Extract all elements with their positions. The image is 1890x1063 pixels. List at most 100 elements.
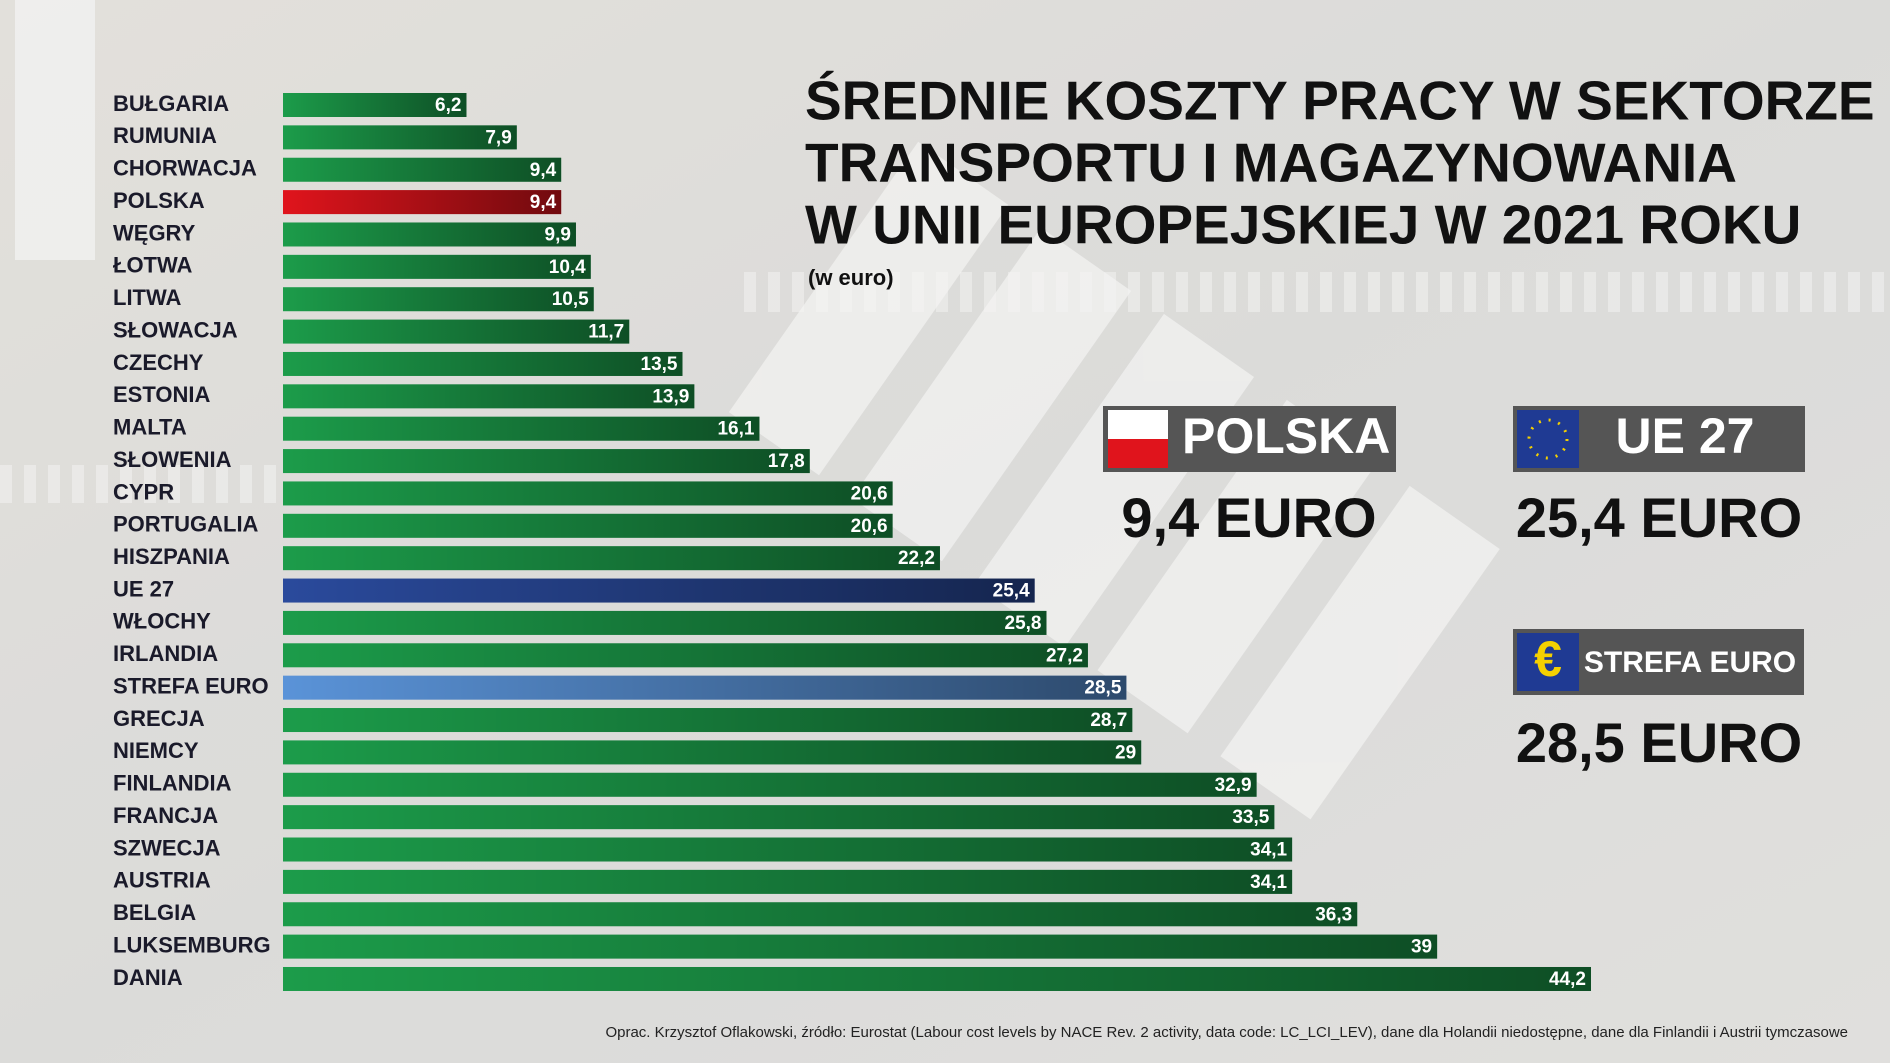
bar-shade (283, 222, 576, 247)
category-label: MALTA (113, 415, 187, 440)
value-label: 10,4 (549, 257, 586, 278)
bar-shade (283, 319, 630, 344)
title-line: W UNII EUROPEJSKIEJ W 2021 ROKU (805, 194, 1801, 256)
flag-pl (1108, 410, 1168, 439)
value-label: 39 (1411, 937, 1432, 958)
value-label: 13,9 (652, 386, 689, 407)
euro-sign: € (1534, 631, 1562, 687)
bar-shade (283, 351, 683, 376)
category-label: ESTONIA (113, 382, 211, 407)
panel-label: POLSKA (1182, 408, 1390, 464)
bar-shade (283, 869, 1293, 894)
category-label: RUMUNIA (113, 123, 217, 148)
category-label: BUŁGARIA (113, 91, 229, 116)
category-label: SZWECJA (113, 835, 221, 860)
category-label: CYPR (113, 479, 174, 504)
bar-shade (283, 675, 1127, 700)
value-label: 11,7 (588, 322, 624, 343)
category-label: DANIA (113, 965, 183, 990)
value-label: 17,8 (768, 451, 805, 472)
value-label: 22,2 (898, 548, 935, 569)
source-note: Oprac. Krzysztof Oflakowski, źródło: Eur… (605, 1024, 1848, 1041)
value-label: 20,6 (851, 483, 888, 504)
category-label: SŁOWENIA (113, 447, 232, 472)
bar-shade (283, 805, 1275, 830)
value-label: 36,3 (1315, 904, 1352, 925)
value-label: 6,2 (435, 95, 461, 116)
flag-eu-stars (1527, 418, 1569, 460)
value-label: 20,6 (851, 516, 888, 537)
truck (15, 0, 95, 260)
bar-shade (283, 966, 1591, 991)
value-label: 34,1 (1250, 840, 1287, 861)
value-label: 25,4 (993, 581, 1030, 602)
category-label: POLSKA (113, 188, 205, 213)
bar-shade (283, 384, 695, 409)
category-label: WĘGRY (113, 220, 196, 245)
panel-value: 25,4 EURO (1516, 486, 1802, 549)
bar-shade (283, 934, 1438, 959)
value-label: 9,4 (530, 192, 557, 213)
bar-shade (283, 449, 810, 474)
category-label: LITWA (113, 285, 182, 310)
panel-label: STREFA EURO (1584, 646, 1796, 679)
category-label: HISZPANIA (113, 544, 230, 569)
bar-shade (283, 643, 1088, 668)
value-label: 44,2 (1549, 969, 1586, 990)
euro-icon (1517, 633, 1579, 691)
category-label: STREFA EURO (113, 673, 269, 698)
title-line: ŚREDNIE KOSZTY PRACY W SEKTORZE (805, 70, 1875, 132)
bar-shade (283, 287, 594, 312)
bar-shade (283, 837, 1293, 862)
value-label: 9,9 (545, 224, 571, 245)
panel-label: UE 27 (1616, 408, 1755, 464)
value-label: 13,5 (641, 354, 678, 375)
category-label: LUKSEMBURG (113, 932, 271, 957)
value-label: 32,9 (1215, 775, 1252, 796)
category-label: PORTUGALIA (113, 512, 259, 537)
subtitle: (w euro) (808, 265, 894, 290)
title-line: TRANSPORTU I MAGAZYNOWANIA (805, 132, 1737, 194)
category-label: BELGIA (113, 900, 196, 925)
category-label: NIEMCY (113, 738, 199, 763)
road-marking (0, 465, 280, 503)
value-label: 33,5 (1232, 807, 1269, 828)
bar-shade (283, 708, 1133, 733)
category-label: UE 27 (113, 576, 174, 601)
category-label: WŁOCHY (113, 609, 211, 634)
value-label: 28,7 (1090, 710, 1127, 731)
panel-value: 9,4 EURO (1121, 486, 1376, 549)
value-label: 7,9 (485, 127, 511, 148)
value-label: 34,1 (1250, 872, 1287, 893)
bar-shade (283, 93, 467, 117)
category-label: ŁOTWA (113, 253, 193, 278)
value-label: 16,1 (717, 419, 754, 440)
category-label: AUSTRIA (113, 868, 211, 893)
category-label: CHORWACJA (113, 156, 257, 181)
category-label: GRECJA (113, 706, 205, 731)
bar-shade (283, 125, 517, 150)
bar-shade (283, 772, 1257, 797)
value-label: 27,2 (1046, 645, 1083, 666)
bar-shade (283, 578, 1035, 603)
panel-value: 28,5 EURO (1516, 711, 1802, 774)
bar-shade (283, 481, 893, 506)
category-label: FRANCJA (113, 803, 218, 828)
bar-shade (283, 546, 940, 571)
value-label: 9,4 (530, 160, 557, 181)
bar-shade (283, 254, 591, 279)
value-label: 25,8 (1005, 613, 1042, 634)
category-label: SŁOWACJA (113, 317, 238, 342)
bar-shade (283, 416, 760, 441)
value-label: 28,5 (1084, 678, 1121, 699)
bar-shade (283, 740, 1142, 765)
flag-eu (1517, 410, 1579, 468)
flag-pl (1108, 439, 1168, 468)
trucks (728, 141, 1500, 820)
bar-shade (283, 190, 562, 215)
bar-shade (283, 513, 893, 538)
bar-shade (283, 157, 562, 182)
value-label: 29 (1115, 742, 1136, 763)
category-label: IRLANDIA (113, 641, 218, 666)
